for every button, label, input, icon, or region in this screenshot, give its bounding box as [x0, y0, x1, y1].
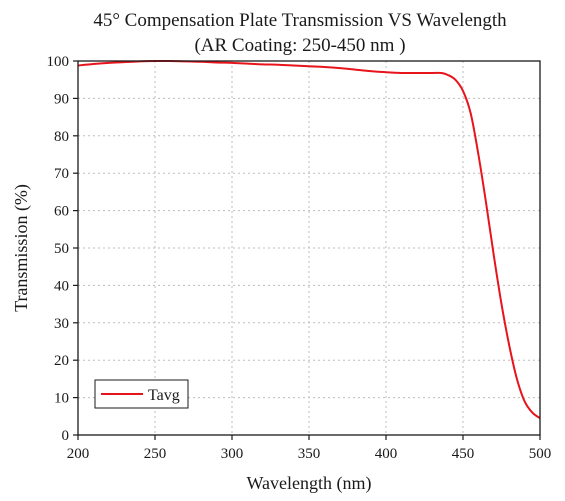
y-tick-label: 40 — [54, 278, 69, 294]
y-tick-label: 0 — [62, 428, 70, 444]
y-axis-label: Transmission (%) — [11, 184, 32, 312]
x-tick-label: 250 — [144, 446, 167, 462]
chart-title: 45° Compensation Plate Transmission VS W… — [93, 10, 507, 31]
y-tick-label: 30 — [54, 316, 69, 332]
x-tick-label: 400 — [375, 446, 398, 462]
chart-subtitle: (AR Coating: 250-450 nm ) — [194, 35, 405, 56]
plot-series — [77, 59, 541, 420]
y-tick-label: 50 — [54, 241, 69, 257]
x-tick-label: 450 — [452, 446, 475, 462]
series-line-tavg — [77, 59, 541, 420]
x-tick-label: 200 — [67, 446, 90, 462]
y-tick-label: 80 — [54, 129, 69, 145]
y-tick-label: 20 — [54, 353, 69, 369]
y-tick-label: 70 — [54, 166, 69, 182]
legend-label: Tavg — [148, 387, 180, 404]
y-tick-label: 90 — [54, 91, 69, 107]
x-tick-label: 350 — [298, 446, 321, 462]
axis-ticks: 200 250 300 350 400 450 500 0 10 20 30 40 50 60 70 80 90… — [47, 54, 552, 462]
grid — [78, 61, 540, 435]
x-axis-label: Wavelength (nm) — [246, 473, 371, 494]
y-tick-label: 10 — [54, 391, 69, 407]
x-tick-label: 300 — [221, 446, 244, 462]
x-tick-label: 500 — [529, 446, 552, 462]
y-tick-label: 60 — [54, 204, 69, 220]
y-tick-label: 100 — [47, 54, 70, 70]
legend: Tavg — [94, 379, 189, 409]
